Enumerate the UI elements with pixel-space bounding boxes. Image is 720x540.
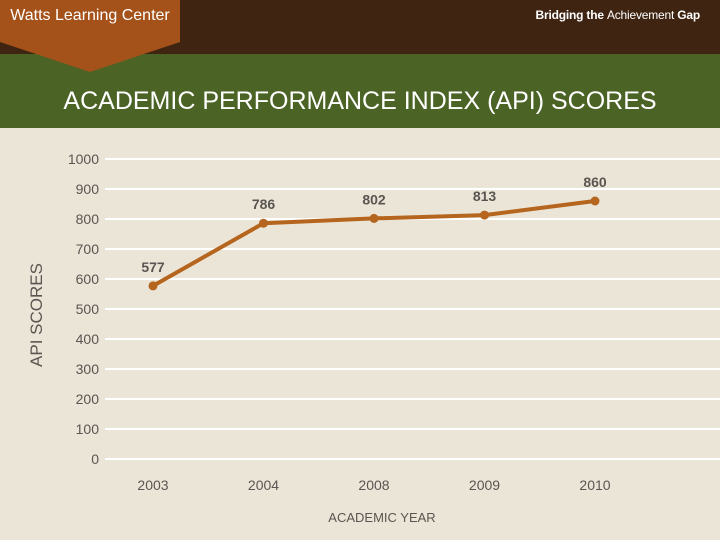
data-label: 786 bbox=[252, 196, 276, 212]
data-label: 813 bbox=[473, 188, 497, 204]
y-tick-label: 1000 bbox=[68, 151, 99, 167]
data-point bbox=[259, 218, 268, 228]
data-label: 802 bbox=[362, 191, 386, 207]
y-tick-labels: 0 100 200 300 400 500 600 700 800 900 1000 bbox=[68, 151, 99, 467]
y-tick-label: 100 bbox=[76, 421, 100, 437]
y-tick-label: 300 bbox=[76, 361, 100, 377]
tagline-suffix: Gap bbox=[674, 8, 700, 22]
data-point bbox=[590, 196, 600, 206]
x-tick-label: 2008 bbox=[358, 477, 389, 493]
series-api-scores bbox=[148, 196, 600, 291]
school-badge: Watts Learning Center bbox=[0, 0, 180, 72]
x-tick-label: 2003 bbox=[137, 477, 168, 493]
y-tick-label: 900 bbox=[76, 181, 100, 197]
tagline: Bridging the Achievement Gap bbox=[535, 8, 701, 22]
data-point bbox=[480, 210, 489, 220]
y-tick-label: 500 bbox=[76, 301, 100, 317]
data-point bbox=[148, 281, 158, 291]
y-tick-label: 200 bbox=[76, 391, 100, 407]
series-line bbox=[151, 199, 597, 288]
data-label: 860 bbox=[583, 174, 607, 190]
tagline-prefix: Bridging the bbox=[535, 8, 607, 22]
x-tick-labels: 2003 2004 2008 2009 2010 bbox=[137, 477, 610, 493]
data-labels: 577 786 802 813 860 bbox=[141, 174, 607, 275]
chart-area: 0 100 200 300 400 500 600 700 800 900 1000 2003 200… bbox=[0, 128, 720, 540]
tagline-emphasis: Achievement bbox=[606, 8, 675, 22]
y-tick-label: 0 bbox=[91, 451, 99, 467]
x-tick-label: 2009 bbox=[469, 477, 500, 493]
data-point bbox=[369, 213, 379, 223]
y-axis-label: API SCORES bbox=[27, 263, 46, 367]
badge-label: Watts Learning Center bbox=[10, 7, 170, 24]
x-axis-label: ACADEMIC YEAR bbox=[328, 510, 435, 525]
y-tick-label: 700 bbox=[76, 241, 100, 257]
badge-shape bbox=[0, 0, 180, 72]
y-tick-label: 800 bbox=[76, 211, 100, 227]
y-tick-label: 600 bbox=[76, 271, 100, 287]
x-tick-label: 2010 bbox=[579, 477, 610, 493]
data-label: 577 bbox=[141, 259, 165, 275]
gridlines bbox=[105, 158, 720, 460]
y-tick-label: 400 bbox=[76, 331, 100, 347]
x-tick-label: 2004 bbox=[248, 477, 279, 493]
page-title: ACADEMIC PERFORMANCE INDEX (API) SCORES bbox=[63, 87, 657, 115]
badge-pennant bbox=[0, 0, 180, 72]
title-band bbox=[0, 54, 720, 128]
